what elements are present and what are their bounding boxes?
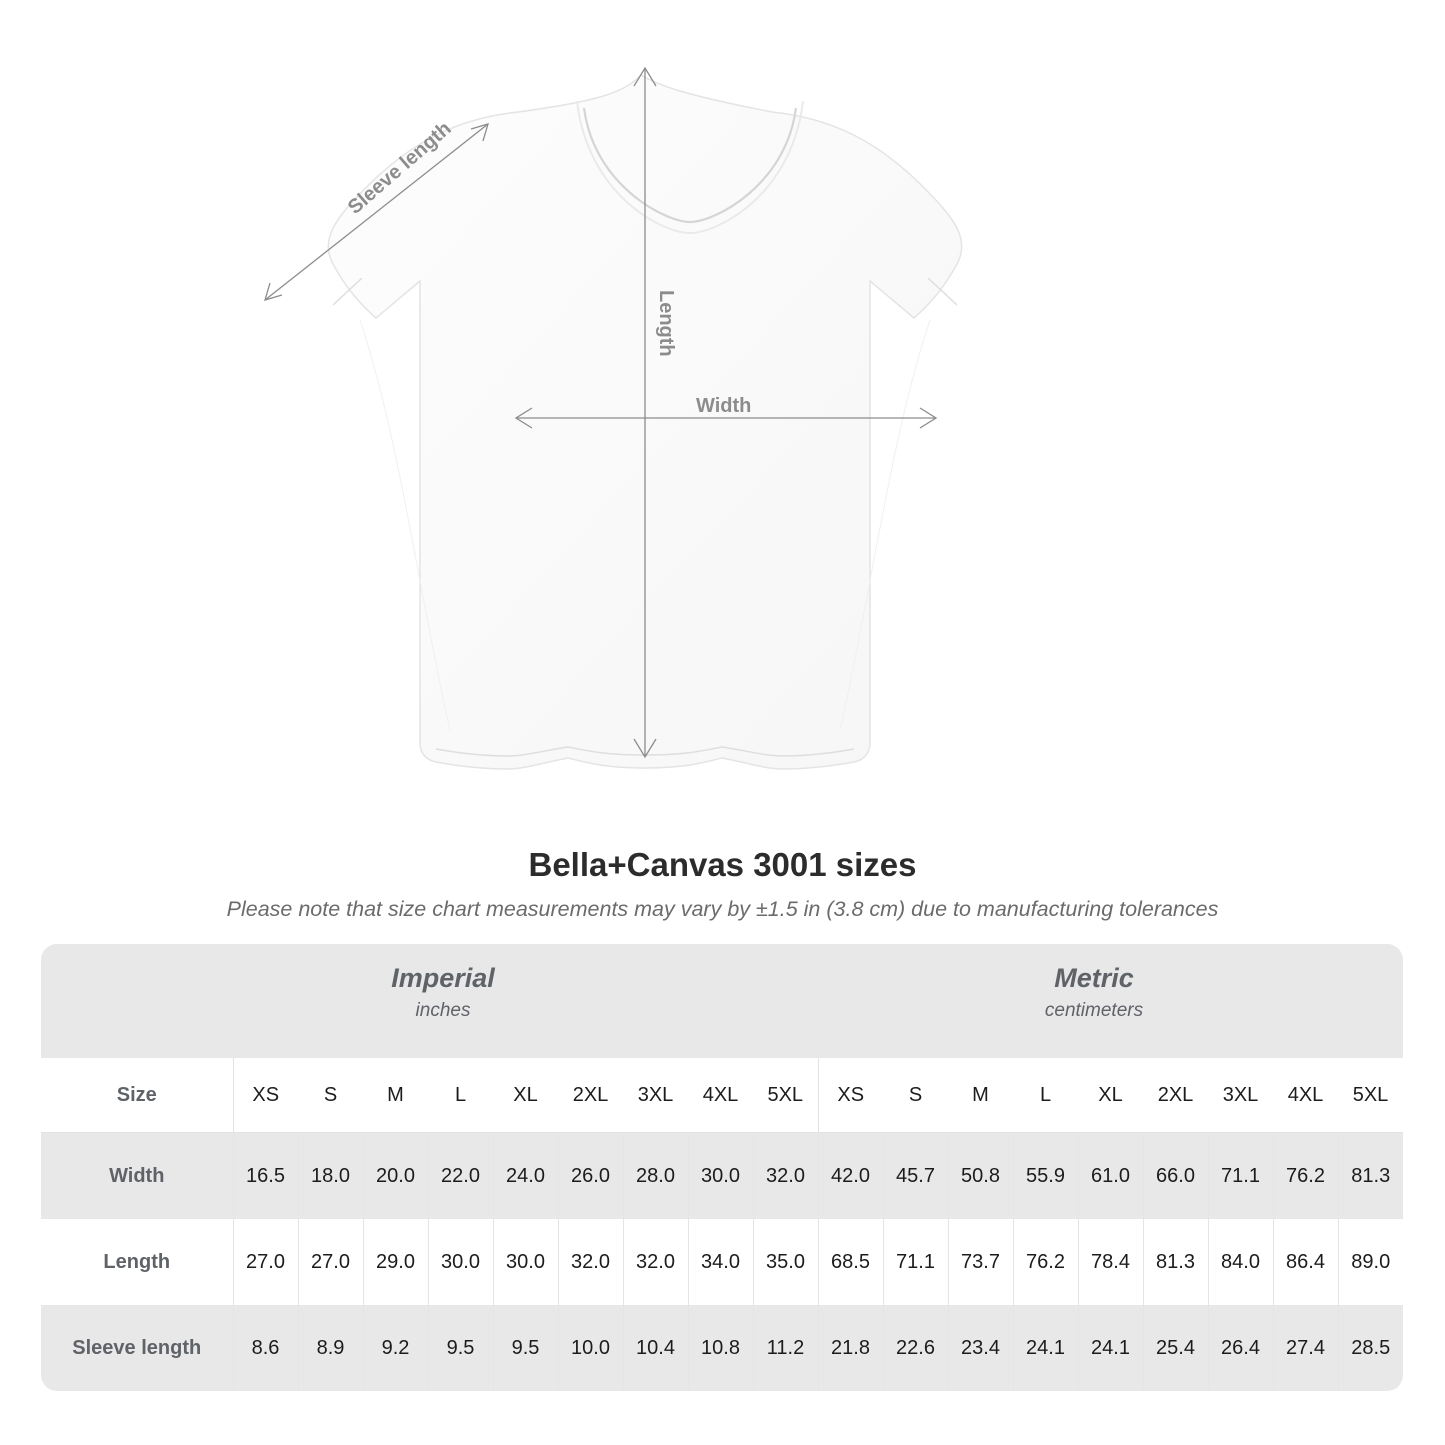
- svg-text:Length: Length: [655, 290, 677, 357]
- svg-text:Width: Width: [696, 395, 751, 417]
